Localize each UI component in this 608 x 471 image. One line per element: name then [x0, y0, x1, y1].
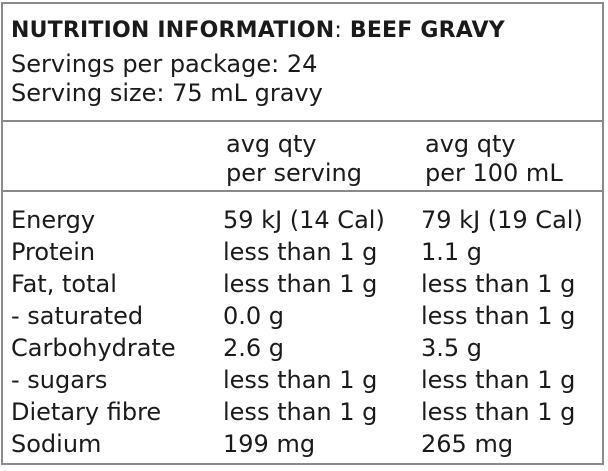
nutrient-name: Sodium: [11, 430, 102, 458]
nutrient-per-100ml: less than 1 g: [421, 270, 576, 298]
column-header-per-serving-line1: avg qty: [226, 130, 317, 158]
column-header-per-100ml-line1: avg qty: [425, 130, 516, 158]
nutrient-per-100ml: less than 1 g: [421, 398, 576, 426]
servings-per-package: Servings per package: 24: [11, 50, 318, 78]
nutrient-per-serving: 199 mg: [223, 430, 316, 458]
nutrient-row-fat-total: Fat, total less than 1 g less than 1 g: [3, 268, 602, 300]
nutrient-name: Protein: [11, 238, 96, 266]
column-header-per-100ml-line2: per 100 mL: [425, 159, 563, 187]
nutrient-name: Fat, total: [11, 270, 117, 298]
panel-header: NUTRITION INFORMATION: BEEF GRAVY Servin…: [3, 4, 602, 122]
column-header-per-100ml: avg qty per 100 mL: [425, 130, 563, 188]
nutrient-per-100ml: less than 1 g: [421, 302, 576, 330]
nutrition-panel: NUTRITION INFORMATION: BEEF GRAVY Servin…: [1, 2, 604, 465]
nutrient-per-100ml: 1.1 g: [421, 238, 483, 266]
nutrient-row-sodium: Sodium 199 mg 265 mg: [3, 428, 602, 460]
column-header-per-serving: avg qty per serving: [226, 130, 362, 188]
panel-title: NUTRITION INFORMATION: BEEF GRAVY: [11, 18, 505, 43]
nutrient-per-serving: 2.6 g: [223, 334, 285, 362]
column-header-per-serving-line2: per serving: [226, 159, 362, 187]
nutrient-per-100ml: 265 mg: [421, 430, 514, 458]
title-prefix: NUTRITION INFORMATION: [11, 18, 335, 43]
title-product: BEEF GRAVY: [349, 18, 505, 43]
nutrient-per-serving: 0.0 g: [223, 302, 285, 330]
nutrient-rows: Energy 59 kJ (14 Cal) 79 kJ (19 Cal) Pro…: [3, 204, 602, 460]
nutrient-row-energy: Energy 59 kJ (14 Cal) 79 kJ (19 Cal): [3, 204, 602, 236]
column-headers: avg qty per serving avg qty per 100 mL: [3, 122, 602, 192]
nutrient-row-dietary-fibre: Dietary fibre less than 1 g less than 1 …: [3, 396, 602, 428]
nutrient-per-serving: less than 1 g: [223, 366, 378, 394]
nutrient-row-carbohydrate: Carbohydrate 2.6 g 3.5 g: [3, 332, 602, 364]
nutrient-row-protein: Protein less than 1 g 1.1 g: [3, 236, 602, 268]
nutrient-per-serving: less than 1 g: [223, 398, 378, 426]
nutrient-row-saturated: - saturated 0.0 g less than 1 g: [3, 300, 602, 332]
nutrient-name: - saturated: [11, 302, 144, 330]
title-separator: :: [334, 18, 342, 43]
nutrient-per-100ml: 3.5 g: [421, 334, 483, 362]
serving-size: Serving size: 75 mL gravy: [11, 79, 323, 107]
nutrient-per-100ml: 79 kJ (19 Cal): [421, 206, 583, 234]
nutrient-name: Dietary fibre: [11, 398, 162, 426]
nutrient-name: - sugars: [11, 366, 108, 394]
nutrient-name: Carbohydrate: [11, 334, 176, 362]
nutrient-row-sugars: - sugars less than 1 g less than 1 g: [3, 364, 602, 396]
nutrient-name: Energy: [11, 206, 96, 234]
nutrient-per-100ml: less than 1 g: [421, 366, 576, 394]
nutrient-per-serving: less than 1 g: [223, 238, 378, 266]
nutrient-per-serving: 59 kJ (14 Cal): [223, 206, 385, 234]
nutrient-per-serving: less than 1 g: [223, 270, 378, 298]
